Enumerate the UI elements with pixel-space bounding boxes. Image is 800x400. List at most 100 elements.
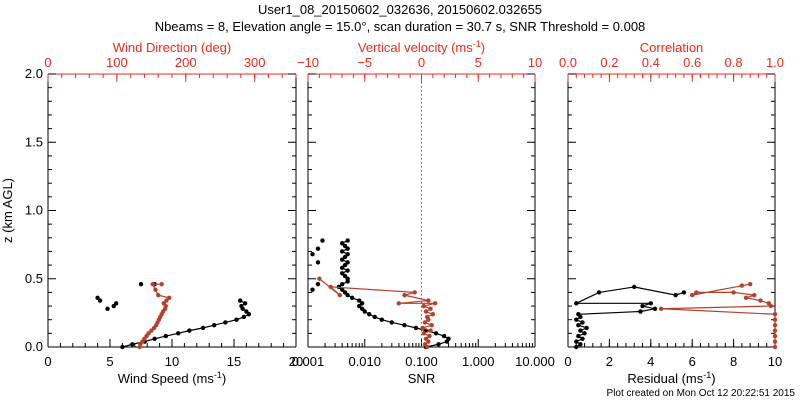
series-0-point: [345, 276, 350, 281]
series-1-point: [159, 282, 164, 287]
series-1-point: [426, 298, 431, 303]
series-0-point: [223, 320, 228, 325]
top-axis-title: Correlation: [640, 40, 704, 55]
x-tick-label: 6: [689, 354, 696, 369]
x-tick-label: 0.001: [292, 354, 325, 369]
top-tick-label: 0.6: [683, 55, 701, 70]
series-0-point: [339, 249, 345, 254]
series-1-point: [772, 333, 778, 339]
series-1-point: [747, 282, 753, 287]
series-0-point: [345, 246, 350, 251]
series-1-point: [317, 276, 322, 281]
series-0-point: [163, 333, 168, 339]
series-0-point: [349, 295, 355, 301]
x-tick-label: 10: [165, 354, 179, 369]
x-tick-label: 4: [647, 354, 654, 369]
series-0-point: [446, 336, 451, 342]
series-1-point: [146, 331, 151, 336]
series-0-outlier-point: [315, 246, 321, 251]
series-1-point: [430, 312, 436, 317]
series-1-point: [428, 306, 433, 311]
x-axis-title-sup: -1: [703, 370, 711, 380]
series-0-point: [345, 260, 350, 265]
series-0-point: [342, 243, 348, 249]
series-1-point: [423, 336, 429, 342]
series-1-point: [149, 328, 154, 333]
x-tick-label: 8: [730, 354, 737, 369]
series-1-point: [422, 342, 428, 347]
top-axis-title-sup: -1: [473, 39, 481, 49]
y-axis-title: z (km AGL): [0, 178, 15, 243]
series-0-point: [359, 306, 365, 311]
series-0-outlier-point: [315, 260, 321, 265]
x-axis-title-sup: -1: [214, 370, 222, 380]
series-1-point: [424, 314, 430, 320]
series-0-point: [379, 317, 385, 322]
series-0-point: [234, 317, 239, 322]
series-0-point: [584, 325, 589, 331]
figure-title-line1: User1_08_20150602_032636, 20150602.03265…: [258, 2, 542, 17]
series-0-point: [339, 287, 345, 292]
series-0-point: [574, 301, 579, 306]
top-tick-label: 0.2: [600, 55, 618, 70]
x-axis-title: SNR: [408, 371, 435, 386]
series-0-point: [345, 292, 350, 298]
series-0-point: [389, 320, 395, 325]
x-tick-label: 10: [768, 354, 782, 369]
x-tick-label: 2: [606, 354, 613, 369]
series-0-outlier-point: [310, 287, 315, 292]
series-1-point: [772, 344, 778, 350]
series-1-point: [167, 295, 172, 301]
series-1-point: [694, 290, 699, 295]
top-tick-label: −10: [297, 55, 319, 70]
series-0-point: [342, 262, 348, 268]
series-0-point: [176, 331, 181, 336]
series-1-point: [739, 283, 745, 288]
series-0-point: [632, 284, 637, 290]
top-axis-title: Wind Direction (deg): [113, 40, 232, 55]
series-0-point: [342, 254, 348, 260]
series-0-point: [130, 342, 135, 347]
x-tick-label: 0.010: [348, 354, 381, 369]
series-0-point: [242, 301, 248, 306]
series-1-point: [161, 301, 166, 306]
x-tick-label: 20: [289, 354, 303, 369]
series-0-point: [372, 314, 377, 320]
series-0-point: [574, 317, 579, 322]
series-0-point: [638, 309, 643, 314]
series-1-line: [318, 278, 436, 348]
y-tick-label: 0.5: [25, 271, 43, 286]
top-tick-label: 10: [528, 55, 542, 70]
series-0-point: [345, 268, 350, 273]
top-tick-label: 5: [475, 55, 482, 70]
series-0-point: [211, 322, 217, 328]
series-0-point: [596, 290, 602, 295]
series-0-point: [576, 333, 581, 339]
series-1-point: [429, 322, 434, 328]
plot-footer: Plot created on Mon Oct 12 20:22:51 2015: [607, 388, 796, 399]
series-1-point: [156, 292, 161, 298]
top-tick-label: 0.4: [642, 55, 660, 70]
series-0-point: [580, 320, 585, 325]
series-1-point: [402, 292, 407, 298]
x-tick-label: 0.100: [405, 354, 438, 369]
x-axis-title-text: SNR: [408, 371, 435, 386]
top-tick-label: 200: [175, 55, 197, 70]
x-axis-title-end: ): [711, 371, 715, 386]
series-0-line: [575, 286, 685, 348]
series-0-point: [673, 292, 678, 298]
top-axis-title: Vertical velocity (ms-1): [358, 39, 485, 55]
series-0-outlier-point: [95, 295, 100, 301]
series-1-point: [328, 284, 333, 290]
series-1-point: [150, 282, 155, 287]
series-0-point: [576, 312, 581, 317]
series-0-point: [339, 271, 345, 276]
series-0-outlier-point: [138, 282, 144, 287]
series-1-point: [772, 312, 778, 317]
series-0-point: [200, 325, 206, 331]
series-0-point: [339, 257, 345, 262]
snr-panel: 0.001 0.010 0.100 1.000 10.000 SNR −10 −5 0 5 10 Ve…: [292, 39, 555, 386]
top-tick-label: 1.0: [766, 55, 784, 70]
top-axis-title-text: Vertical velocity (ms: [358, 40, 473, 55]
series-1-point: [428, 328, 433, 333]
